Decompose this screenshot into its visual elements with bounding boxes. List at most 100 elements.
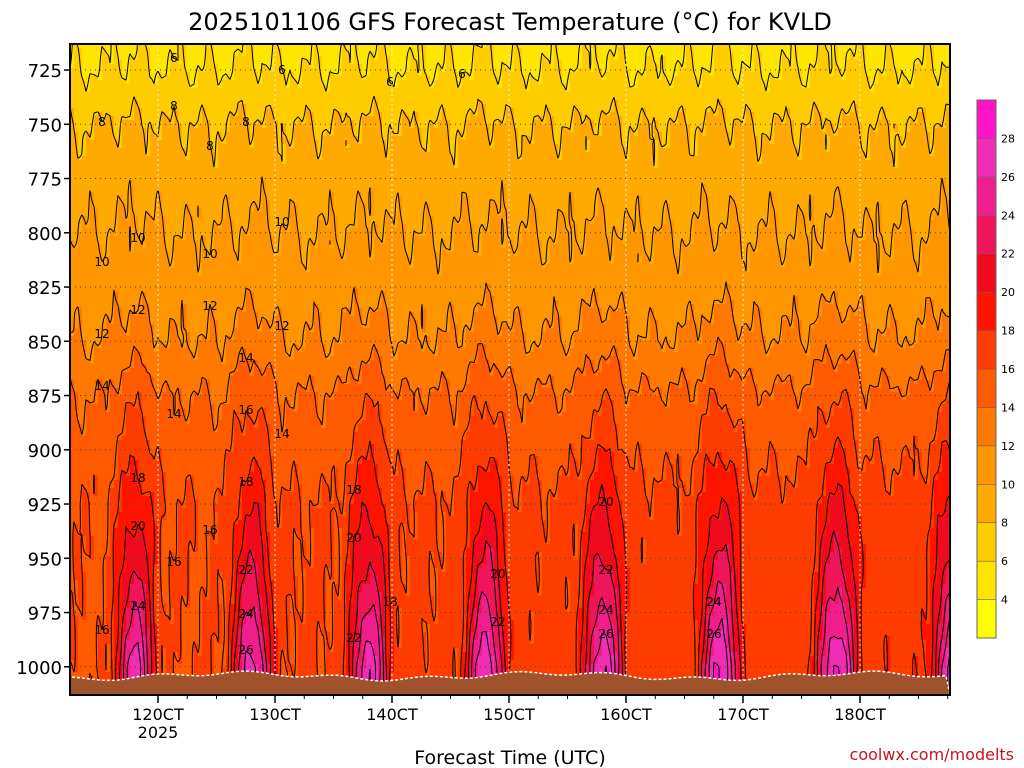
field-cell <box>606 232 615 237</box>
field-cell <box>258 360 371 365</box>
field-cell <box>702 428 735 433</box>
field-cell <box>218 64 235 69</box>
field-cell <box>750 452 771 457</box>
field-cell <box>258 424 271 429</box>
field-cell <box>606 208 639 213</box>
field-cell <box>302 68 323 73</box>
field-cell <box>734 144 759 149</box>
field-cell <box>290 212 299 217</box>
field-cell <box>450 148 459 153</box>
field-cell <box>606 220 627 225</box>
field-cell <box>834 292 839 297</box>
field-cell <box>158 340 163 345</box>
field-cell <box>514 380 539 385</box>
field-cell <box>626 224 635 229</box>
field-cell <box>894 48 927 53</box>
field-cell <box>474 64 495 69</box>
field-cell <box>626 220 635 225</box>
field-cell <box>354 444 371 449</box>
field-cell <box>770 204 775 209</box>
field-cell <box>610 56 615 61</box>
field-cell <box>658 124 671 129</box>
field-cell <box>894 60 919 65</box>
field-cell <box>938 328 943 333</box>
field-cell <box>82 316 107 321</box>
field-cell <box>418 336 427 341</box>
field-cell <box>502 68 511 73</box>
field-cell <box>442 68 447 73</box>
field-cell <box>554 308 559 313</box>
field-cell <box>214 228 235 233</box>
field-cell <box>246 432 271 437</box>
field-cell <box>182 392 195 397</box>
field-cell <box>294 344 299 349</box>
field-cell <box>570 212 575 217</box>
field-cell <box>490 360 587 365</box>
field-cell <box>70 160 215 165</box>
field-cell <box>598 460 615 465</box>
field-cell <box>762 76 771 81</box>
field-cell <box>774 140 795 145</box>
field-cell <box>282 60 303 65</box>
field-cell <box>930 456 943 461</box>
field-cell <box>538 208 571 213</box>
field-cell <box>586 372 595 377</box>
field-cell <box>182 132 191 137</box>
field-cell <box>302 120 307 125</box>
field-cell <box>126 332 131 337</box>
field-cell <box>218 148 279 153</box>
field-cell <box>150 316 183 321</box>
field-cell <box>270 440 355 445</box>
field-cell <box>866 152 871 157</box>
field-cell <box>510 464 531 469</box>
field-cell <box>126 404 135 409</box>
field-cell <box>814 368 835 373</box>
field-cell <box>934 64 943 69</box>
field-cell <box>670 212 703 217</box>
field-cell <box>526 228 531 233</box>
field-cell <box>734 428 739 433</box>
field-cell <box>738 468 751 473</box>
field-cell <box>654 240 675 245</box>
field-cell <box>770 196 775 201</box>
field-cell <box>386 388 391 393</box>
field-cell <box>450 396 459 401</box>
field-cell <box>630 396 663 401</box>
field-cell <box>714 72 735 77</box>
field-cell <box>818 416 827 421</box>
field-cell <box>942 328 950 333</box>
field-cell <box>610 396 627 401</box>
field-cell <box>254 124 263 129</box>
field-cell <box>314 52 319 57</box>
field-cell <box>526 404 559 409</box>
field-cell <box>70 112 75 117</box>
field-cell <box>770 208 775 213</box>
field-cell <box>278 44 315 49</box>
field-cell <box>302 240 311 245</box>
field-cell <box>478 352 487 357</box>
field-cell <box>710 200 731 205</box>
field-cell <box>842 444 859 449</box>
field-cell <box>86 408 107 413</box>
field-cell <box>178 116 203 121</box>
field-cell <box>318 408 327 413</box>
field-cell <box>430 204 463 209</box>
field-cell <box>918 448 931 453</box>
field-cell <box>582 44 587 49</box>
field-cell <box>698 136 731 141</box>
field-cell <box>734 196 771 201</box>
field-cell <box>574 336 631 341</box>
field-cell <box>138 48 151 53</box>
field-cell <box>866 308 891 313</box>
field-cell <box>438 328 443 333</box>
field-cell <box>678 116 687 121</box>
field-cell <box>514 312 523 317</box>
field-cell <box>490 468 499 473</box>
field-cell <box>194 400 211 405</box>
field-cell <box>658 332 679 337</box>
field-cell <box>574 216 595 221</box>
field-cell <box>774 132 795 137</box>
field-cell <box>398 352 435 357</box>
field-cell <box>642 208 667 213</box>
field-cell <box>890 136 899 141</box>
